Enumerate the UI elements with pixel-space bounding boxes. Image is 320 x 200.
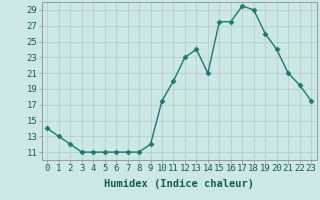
- X-axis label: Humidex (Indice chaleur): Humidex (Indice chaleur): [104, 179, 254, 189]
